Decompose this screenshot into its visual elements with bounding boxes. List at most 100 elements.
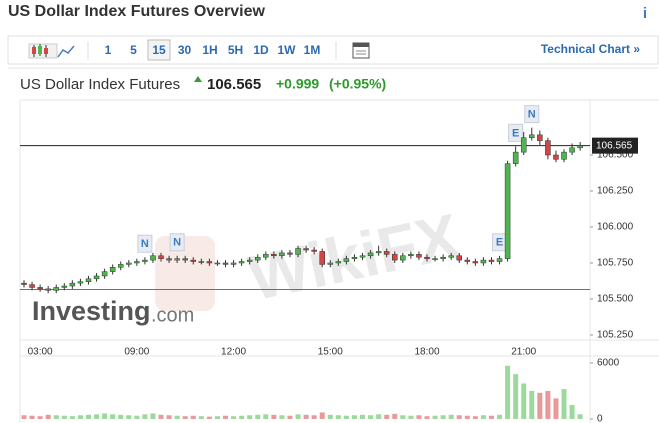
x-tick-label: 03:00 — [28, 347, 53, 358]
candle-body — [214, 262, 221, 265]
volume-bar — [513, 374, 519, 419]
volume-bar — [85, 414, 91, 419]
volume-bar — [102, 413, 108, 419]
candle-body — [246, 259, 253, 262]
candle-body — [311, 249, 317, 252]
volume-bar — [569, 404, 575, 419]
candle-body — [577, 145, 583, 149]
volume-bar — [448, 414, 454, 419]
quote-name: US Dollar Index Futures — [20, 76, 180, 93]
candle-body — [134, 261, 140, 264]
event-label[interactable]: N — [141, 238, 149, 250]
event-badge[interactable] — [524, 105, 540, 124]
candle-body — [335, 261, 342, 264]
event-label[interactable]: E — [512, 127, 519, 139]
interval-button[interactable]: 15 — [152, 43, 166, 57]
candle-icon[interactable] — [28, 43, 58, 59]
y-tick-label: 105.500 — [597, 294, 634, 305]
candle-body — [190, 259, 197, 262]
interval-button[interactable]: 1 — [105, 43, 112, 57]
event-badge[interactable] — [508, 123, 524, 142]
candle-body — [45, 288, 51, 291]
technical-chart-link[interactable]: Technical Chart » — [541, 42, 640, 56]
quote-change-pct: (+0.95%) — [329, 76, 386, 92]
x-tick-label: 21:00 — [511, 347, 536, 358]
volume-bar — [206, 416, 212, 419]
candle-body — [392, 254, 398, 261]
interval-button[interactable]: 5 — [130, 43, 137, 57]
volume-bar — [174, 415, 180, 419]
candle-body — [101, 271, 108, 277]
interval-button[interactable]: 30 — [178, 43, 192, 57]
volume-bar — [529, 390, 535, 419]
volume-bar — [134, 415, 140, 419]
info-icon[interactable]: i — [643, 5, 647, 22]
x-tick-label: 15:00 — [318, 347, 343, 358]
candle-body — [263, 254, 269, 258]
candle-body — [529, 134, 535, 138]
event-badge[interactable] — [169, 233, 185, 252]
volume-bar — [561, 389, 567, 419]
candle-body — [327, 262, 334, 265]
candle-body — [37, 287, 43, 290]
volume-bar — [335, 415, 341, 419]
candle-body — [206, 261, 213, 264]
candle-body — [416, 254, 422, 258]
y-tick-label: 105.750 — [597, 258, 634, 269]
line-icon[interactable] — [57, 45, 75, 58]
candle-body — [520, 137, 527, 153]
x-tick-label: 12:00 — [221, 347, 246, 358]
interval-button[interactable]: 5H — [228, 43, 243, 57]
interval-button[interactable]: 1W — [278, 43, 297, 57]
volume-bar — [464, 415, 470, 419]
volume-bar — [118, 414, 124, 419]
event-badge[interactable] — [137, 234, 153, 253]
x-tick-label: 18:00 — [414, 347, 439, 358]
candle-body — [537, 134, 543, 141]
volume-bar — [255, 414, 261, 419]
volume-bar — [247, 415, 253, 419]
volume-bar — [158, 414, 164, 419]
candle-body — [504, 163, 511, 259]
volume-bar — [472, 416, 478, 419]
candle-body — [383, 251, 390, 255]
candle-body — [472, 261, 479, 264]
volume-tick-label: 6000 — [597, 358, 620, 369]
volume-bar — [295, 414, 301, 419]
candle-body — [351, 256, 358, 259]
volume-bar — [408, 415, 414, 419]
y-tick-label: 106.250 — [597, 186, 634, 197]
volume-bar — [198, 416, 204, 419]
candle-body — [271, 254, 277, 257]
volume-bar — [311, 415, 317, 419]
candle-body — [408, 254, 414, 257]
volume-bar — [480, 415, 486, 419]
interval-button[interactable]: 1D — [253, 43, 269, 57]
volume-tick-label: 0 — [597, 414, 603, 423]
interval-button[interactable]: 1M — [304, 43, 321, 57]
candle-body — [375, 251, 382, 254]
up-arrow — [194, 76, 202, 82]
candle-body — [488, 259, 495, 262]
volume-bar — [368, 415, 374, 419]
candle-body — [553, 154, 559, 160]
candle-body — [150, 255, 156, 261]
candle-body — [367, 252, 374, 257]
candle-body — [359, 255, 366, 258]
volume-bar — [239, 415, 245, 419]
calendar-icon[interactable] — [352, 42, 370, 59]
candle-body — [85, 278, 92, 282]
candle-body — [432, 258, 438, 260]
volume-bar — [29, 415, 35, 419]
volume-bar — [126, 415, 132, 419]
event-label[interactable]: N — [173, 237, 181, 249]
candle-body — [456, 255, 462, 261]
event-label[interactable]: N — [528, 109, 536, 121]
interval-button[interactable]: 1H — [202, 43, 217, 57]
volume-bar — [77, 415, 83, 419]
candle-body — [279, 252, 285, 257]
candle-body — [61, 285, 68, 288]
event-label[interactable]: E — [496, 237, 503, 249]
volume-bar — [456, 415, 462, 419]
candle-body — [512, 151, 519, 164]
